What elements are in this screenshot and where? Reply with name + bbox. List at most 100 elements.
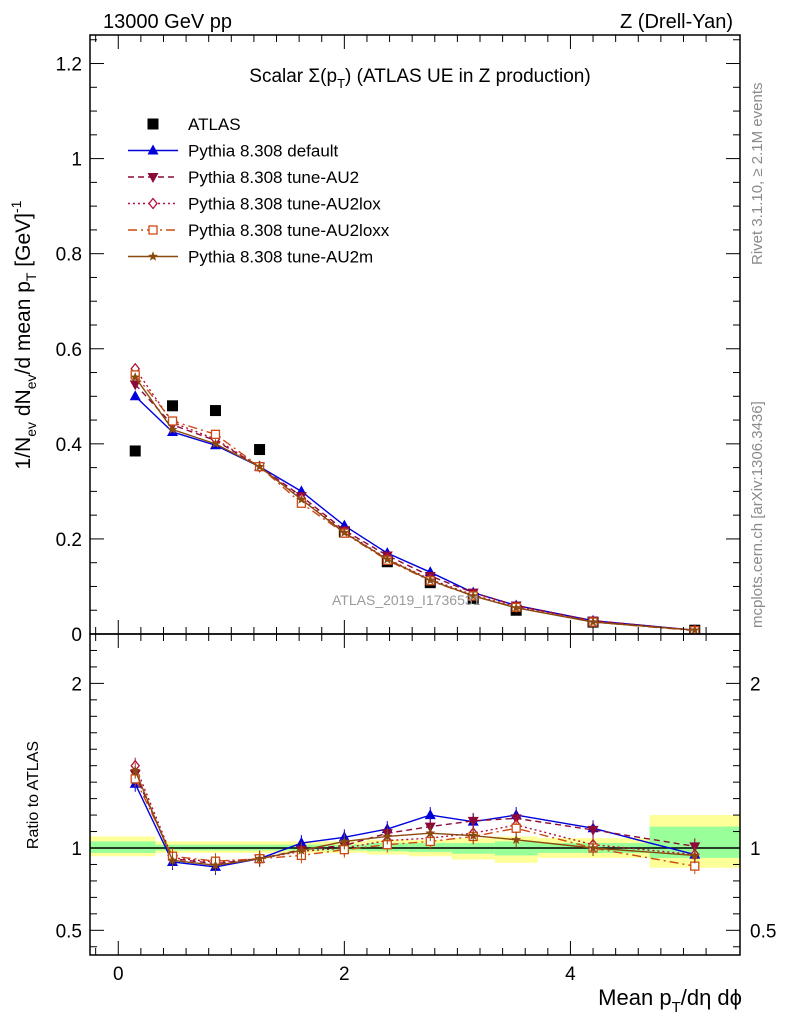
ratio-y-tick-label-right: 2 [750, 674, 761, 695]
chart-title: Scalar Σ(pT) (ATLAS UE in Z production) [249, 66, 590, 91]
legend-marker [147, 144, 159, 155]
data-point [209, 405, 221, 417]
ratio-y-tick-label-right: 1 [750, 839, 761, 860]
ratio-y-axis-title: Ratio to ATLAS [25, 741, 42, 849]
mc-point [130, 372, 141, 382]
ratio-point [689, 850, 700, 860]
ratio-marks [90, 757, 740, 875]
svg-text:1/Nev dNev/d mean pT [GeV]-1: 1/Nev dNev/d mean pT [GeV]-1 [8, 200, 39, 469]
main-marks [129, 362, 701, 634]
ratio-line [134, 783, 695, 868]
mc-point [254, 461, 265, 471]
legend-marker [148, 225, 158, 235]
ratio-point [587, 825, 599, 836]
header-left: 13000 GeV pp [103, 11, 232, 33]
ratio-frame [89, 633, 741, 956]
legend-marker [148, 197, 158, 210]
y-tick-label: 1.2 [56, 55, 82, 76]
watermark: ATLAS_2019_I1736531 [332, 592, 481, 608]
mc-point [425, 575, 436, 585]
mc-point [210, 438, 221, 448]
mc-point [689, 625, 700, 634]
y-tick-label: 0.4 [56, 435, 83, 456]
y-axis-title: 1/Nev dNev/d mean pT [GeV]-1 [8, 200, 39, 469]
uncertainty-band-inner [90, 841, 156, 853]
legend-label: Pythia 8.308 tune-AU2lox [188, 195, 381, 214]
ratio-y-tick-label: 0.5 [56, 921, 82, 942]
ratio-point [167, 855, 178, 865]
y-tick-label: 1 [71, 150, 82, 171]
mc-point [588, 616, 598, 627]
mc-point [339, 527, 350, 537]
ratio-point [424, 809, 436, 820]
legend-label: Pythia 8.308 tune-AU2m [188, 248, 373, 267]
data-point [167, 400, 179, 412]
ratio-line [134, 778, 695, 867]
legend-entry: Pythia 8.308 default [128, 142, 339, 161]
legend-label: ATLAS [188, 115, 241, 134]
data-point [254, 444, 266, 456]
mc-point [382, 554, 393, 564]
ratio-point [130, 765, 141, 775]
x-tick-label: 0 [113, 964, 124, 985]
mc-point [511, 602, 522, 613]
ratio-point [254, 853, 265, 863]
ratio-point [210, 860, 221, 870]
mc-point [296, 494, 307, 504]
x-tick-label: 2 [339, 964, 350, 985]
ratio-line [134, 773, 695, 865]
y-tick-label: 0 [71, 625, 82, 646]
ratio-y-tick-label: 2 [71, 674, 82, 695]
ratio-series-3 [130, 770, 700, 875]
ratio-point [511, 834, 522, 844]
y-tick-label: 0.8 [56, 245, 82, 266]
ratio-point [425, 828, 436, 838]
rivet-label: Rivet 3.1.10, ≥ 2.1M events [749, 83, 766, 266]
ratio-point [511, 823, 521, 833]
legend-marker [147, 118, 159, 130]
legend-label: Pythia 8.308 tune-AU2 [188, 168, 359, 187]
ratio-panel: 0.5 0.5 1 1 2 2 0 2 4 Ratio to ATLAS [25, 633, 776, 985]
legend: ATLAS Pythia 8.308 default Pythia 8.308 tu… [128, 115, 390, 267]
legend-entry: Pythia 8.308 tune-AU2lox [128, 195, 381, 214]
mc-point [210, 429, 221, 439]
mc-point [167, 416, 178, 426]
ratio-point [468, 830, 479, 840]
main-axes: 0 0.2 0.4 0.6 0.8 1 1.2 [56, 35, 740, 646]
ratio-point [296, 845, 307, 855]
data-point [129, 445, 141, 457]
ratio-point [467, 816, 479, 827]
ratio-point [382, 831, 393, 841]
ratio-y-tick-label-right: 0.5 [750, 921, 776, 942]
mc-point [468, 590, 479, 601]
ratio-y-tick-label: 1 [71, 839, 82, 860]
series-5 [130, 372, 700, 634]
legend-entry: Pythia 8.308 tune-AU2loxx [128, 221, 390, 240]
series-line [134, 395, 695, 631]
mc-point [167, 424, 178, 434]
series-line [134, 376, 695, 631]
series-line [134, 383, 695, 631]
legend-marker [148, 251, 158, 261]
header-right: Z (Drell-Yan) [620, 11, 733, 33]
x-axis-title: Mean pT/dη dϕ [598, 985, 742, 1016]
legend-entry: Pythia 8.308 tune-AU2m [128, 248, 373, 267]
ratio-series-4 [130, 762, 700, 874]
mcplots-label: mcplots.cern.ch [arXiv:1306.3436] [749, 401, 766, 628]
legend-label: Pythia 8.308 default [188, 142, 339, 161]
legend-entry: ATLAS [147, 115, 241, 134]
ratio-line [134, 765, 695, 863]
mc-point [129, 390, 141, 401]
y-tick-label: 0.6 [56, 340, 82, 361]
ratio-line [134, 770, 695, 866]
x-tick-label: 4 [565, 964, 576, 985]
y-tick-label: 0.2 [56, 530, 82, 551]
ratio-point [588, 842, 598, 853]
legend-entry: Pythia 8.308 tune-AU2 [128, 168, 359, 187]
legend-label: Pythia 8.308 tune-AU2loxx [188, 221, 390, 240]
mc-point [129, 380, 141, 391]
ratio-axes: 0.5 0.5 1 1 2 2 0 2 4 [56, 634, 776, 985]
legend-marker [147, 173, 159, 183]
main-panel: 0 0.2 0.4 0.6 0.8 1 1.2 Scalar Σ(pT) (ATLAS UE… [8, 34, 741, 646]
